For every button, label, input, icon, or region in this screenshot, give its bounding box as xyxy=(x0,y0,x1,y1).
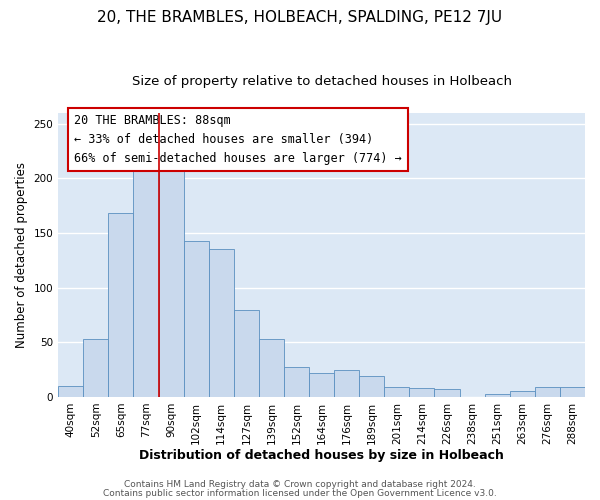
Y-axis label: Number of detached properties: Number of detached properties xyxy=(15,162,28,348)
Text: 20, THE BRAMBLES, HOLBEACH, SPALDING, PE12 7JU: 20, THE BRAMBLES, HOLBEACH, SPALDING, PE… xyxy=(97,10,503,25)
Bar xyxy=(560,387,585,397)
Bar xyxy=(309,373,334,397)
Bar xyxy=(434,390,460,397)
Bar xyxy=(259,339,284,397)
Bar xyxy=(334,370,359,397)
Title: Size of property relative to detached houses in Holbeach: Size of property relative to detached ho… xyxy=(131,75,512,88)
Bar xyxy=(359,376,385,397)
Bar xyxy=(234,310,259,397)
X-axis label: Distribution of detached houses by size in Holbeach: Distribution of detached houses by size … xyxy=(139,450,504,462)
Bar xyxy=(485,394,510,397)
Bar xyxy=(158,168,184,397)
Bar xyxy=(510,392,535,397)
Text: Contains HM Land Registry data © Crown copyright and database right 2024.: Contains HM Land Registry data © Crown c… xyxy=(124,480,476,489)
Bar xyxy=(385,387,409,397)
Text: 20 THE BRAMBLES: 88sqm
← 33% of detached houses are smaller (394)
66% of semi-de: 20 THE BRAMBLES: 88sqm ← 33% of detached… xyxy=(74,114,402,165)
Bar xyxy=(209,250,234,397)
Bar xyxy=(184,240,209,397)
Bar xyxy=(58,386,83,397)
Bar xyxy=(133,170,158,397)
Bar xyxy=(284,368,309,397)
Bar xyxy=(109,214,133,397)
Bar xyxy=(409,388,434,397)
Bar xyxy=(83,339,109,397)
Bar xyxy=(535,387,560,397)
Text: Contains public sector information licensed under the Open Government Licence v3: Contains public sector information licen… xyxy=(103,488,497,498)
